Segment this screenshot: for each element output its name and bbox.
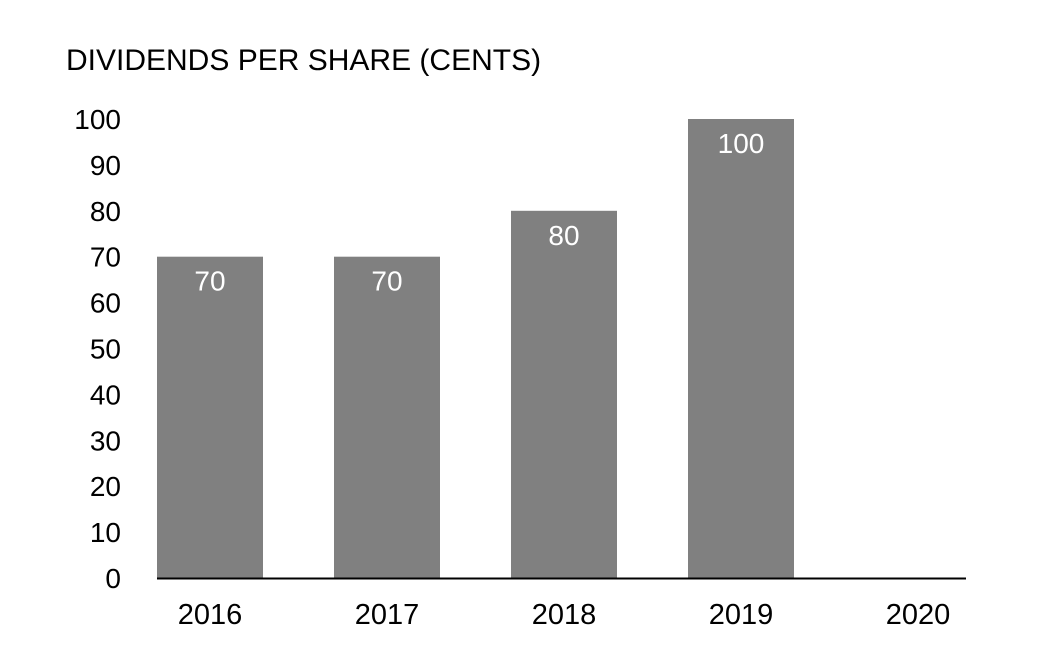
y-tick-label: 40 bbox=[90, 379, 121, 410]
y-tick-label: 90 bbox=[90, 150, 121, 181]
chart-title: DIVIDENDS PER SHARE (CENTS) bbox=[66, 44, 542, 77]
bar-2016 bbox=[157, 256, 263, 578]
bar-2019 bbox=[688, 119, 794, 578]
data-label-2016: 70 bbox=[194, 266, 225, 297]
x-tick-label-2016: 2016 bbox=[178, 599, 243, 631]
y-tick-label: 50 bbox=[90, 334, 121, 365]
y-tick-label: 0 bbox=[105, 563, 121, 594]
y-tick-label: 60 bbox=[90, 288, 121, 319]
x-tick-label-2018: 2018 bbox=[532, 599, 597, 631]
x-tick-label-2020: 2020 bbox=[886, 599, 951, 631]
y-tick-label: 30 bbox=[90, 425, 121, 456]
y-tick-label: 10 bbox=[90, 517, 121, 548]
data-labels: 70 70 80 100 bbox=[194, 128, 764, 297]
data-label-2019: 100 bbox=[718, 128, 765, 159]
y-tick-label: 20 bbox=[90, 471, 121, 502]
x-tick-label-2019: 2019 bbox=[709, 599, 774, 631]
y-axis-ticks: 0 10 20 30 40 50 60 70 80 90 100 bbox=[74, 104, 121, 594]
x-tick-label-2017: 2017 bbox=[355, 599, 420, 631]
x-axis-ticks: 2016 2017 2018 2019 2020 bbox=[178, 599, 951, 631]
bars bbox=[157, 119, 794, 579]
data-label-2018: 80 bbox=[548, 220, 579, 251]
y-tick-label: 80 bbox=[90, 196, 121, 227]
y-tick-label: 70 bbox=[90, 242, 121, 273]
data-label-2017: 70 bbox=[371, 266, 402, 297]
y-tick-label: 100 bbox=[74, 104, 121, 135]
bar-2017 bbox=[334, 256, 440, 578]
bar-2018 bbox=[511, 210, 617, 579]
